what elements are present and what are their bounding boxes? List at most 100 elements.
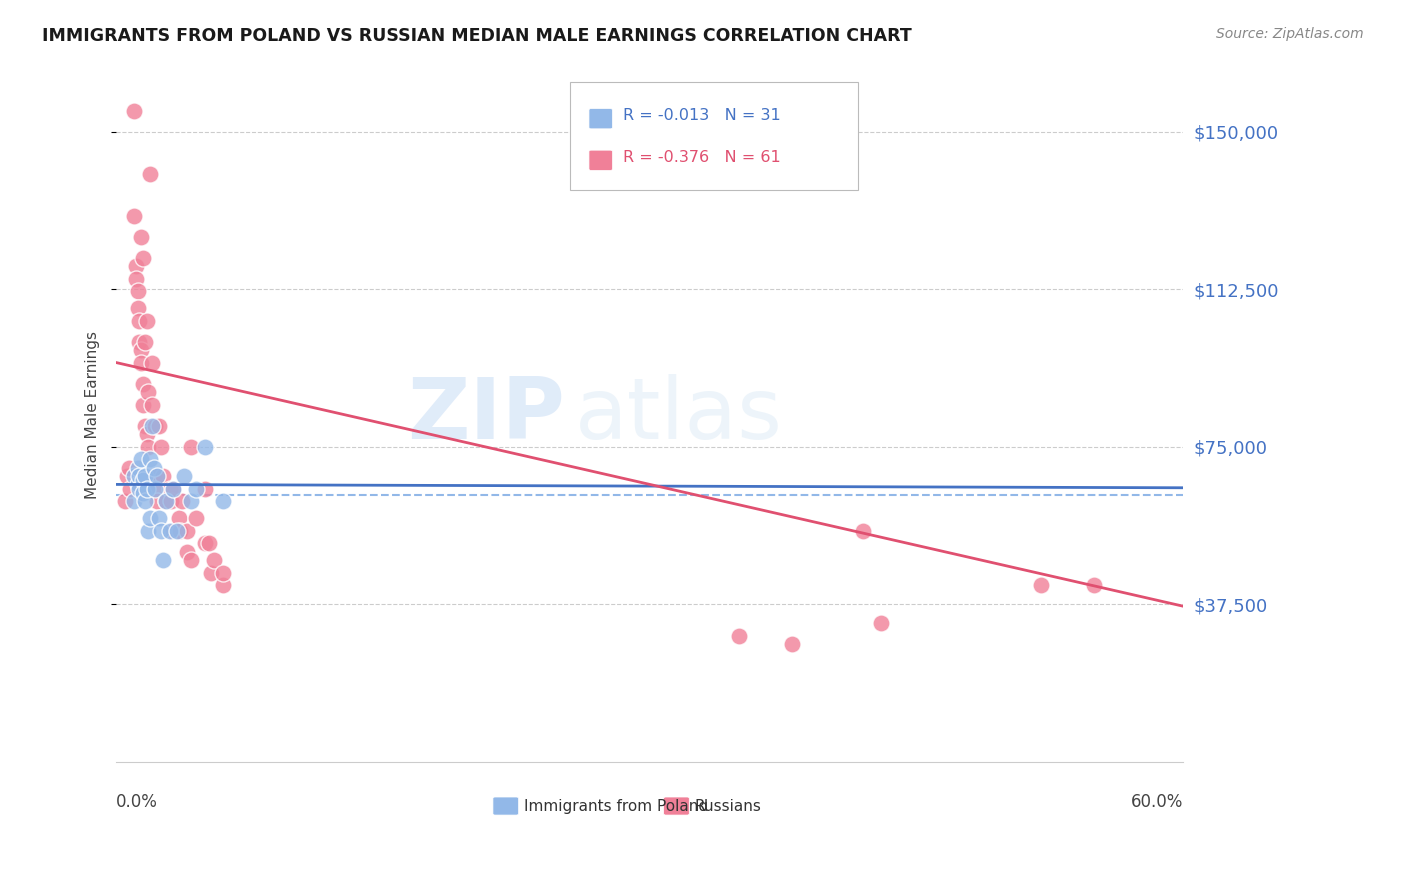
FancyBboxPatch shape	[589, 150, 613, 170]
Text: atlas: atlas	[575, 374, 783, 457]
Text: 0.0%: 0.0%	[117, 793, 157, 811]
FancyBboxPatch shape	[569, 82, 858, 190]
Point	[146, 494, 169, 508]
Point	[127, 460, 149, 475]
Point	[128, 334, 150, 349]
Point	[180, 494, 202, 508]
Point	[186, 511, 208, 525]
Point	[194, 536, 217, 550]
Point	[194, 482, 217, 496]
Point	[148, 511, 170, 525]
Point	[152, 553, 174, 567]
Point	[780, 637, 803, 651]
Point	[200, 566, 222, 580]
Point	[127, 301, 149, 315]
Point	[162, 524, 184, 538]
Point	[149, 524, 172, 538]
Text: IMMIGRANTS FROM POLAND VS RUSSIAN MEDIAN MALE EARNINGS CORRELATION CHART: IMMIGRANTS FROM POLAND VS RUSSIAN MEDIAN…	[42, 27, 912, 45]
Point	[159, 524, 181, 538]
Point	[186, 482, 208, 496]
Point	[125, 259, 148, 273]
FancyBboxPatch shape	[664, 797, 689, 815]
Point	[852, 524, 875, 538]
Point	[122, 494, 145, 508]
Point	[136, 384, 159, 399]
Point	[132, 398, 155, 412]
Point	[173, 469, 195, 483]
Point	[125, 271, 148, 285]
Text: R = -0.376   N = 61: R = -0.376 N = 61	[623, 150, 780, 165]
Point	[169, 524, 191, 538]
Point	[194, 440, 217, 454]
Point	[146, 469, 169, 483]
Point	[142, 460, 165, 475]
Point	[135, 313, 157, 327]
Point	[166, 524, 188, 538]
Point	[148, 418, 170, 433]
Point	[1083, 578, 1105, 592]
Point	[128, 313, 150, 327]
Point	[149, 440, 172, 454]
Text: Immigrants from Poland: Immigrants from Poland	[524, 798, 709, 814]
Point	[155, 494, 177, 508]
Point	[162, 482, 184, 496]
Point	[134, 334, 156, 349]
Point	[127, 477, 149, 491]
Point	[142, 469, 165, 483]
Point	[145, 418, 167, 433]
Point	[136, 524, 159, 538]
Point	[139, 511, 162, 525]
Point	[129, 343, 152, 357]
Text: 60.0%: 60.0%	[1130, 793, 1184, 811]
Point	[146, 469, 169, 483]
Text: R = -0.013   N = 31: R = -0.013 N = 31	[623, 108, 780, 123]
Point	[127, 284, 149, 298]
Point	[212, 578, 235, 592]
Point	[128, 482, 150, 496]
Point	[145, 482, 167, 496]
Point	[197, 536, 219, 550]
Point	[132, 251, 155, 265]
Point	[1029, 578, 1052, 592]
Point	[122, 103, 145, 118]
Point	[170, 494, 193, 508]
Point	[128, 469, 150, 483]
Point	[134, 418, 156, 433]
Point	[129, 229, 152, 244]
Point	[122, 469, 145, 483]
Y-axis label: Median Male Earnings: Median Male Earnings	[86, 331, 100, 500]
Point	[135, 427, 157, 442]
Point	[120, 482, 142, 496]
Point	[132, 473, 155, 487]
Point	[141, 355, 163, 369]
Point	[180, 440, 202, 454]
FancyBboxPatch shape	[494, 797, 519, 815]
Point	[115, 469, 138, 483]
Point	[129, 452, 152, 467]
Point	[141, 418, 163, 433]
Point	[160, 494, 183, 508]
Point	[135, 482, 157, 496]
Point	[114, 494, 136, 508]
Point	[162, 482, 184, 496]
Point	[180, 553, 202, 567]
Point	[141, 398, 163, 412]
Text: Source: ZipAtlas.com: Source: ZipAtlas.com	[1216, 27, 1364, 41]
Point	[870, 615, 893, 630]
Point	[132, 485, 155, 500]
Point	[139, 167, 162, 181]
Point	[167, 511, 190, 525]
Point	[122, 209, 145, 223]
Point	[134, 469, 156, 483]
Text: ZIP: ZIP	[406, 374, 564, 457]
Point	[139, 452, 162, 467]
Point	[212, 494, 235, 508]
FancyBboxPatch shape	[589, 109, 613, 128]
Point	[155, 494, 177, 508]
Point	[118, 460, 141, 475]
Text: Russians: Russians	[695, 798, 762, 814]
Point	[132, 376, 155, 391]
Point	[212, 566, 235, 580]
Point	[176, 544, 198, 558]
Point	[176, 524, 198, 538]
